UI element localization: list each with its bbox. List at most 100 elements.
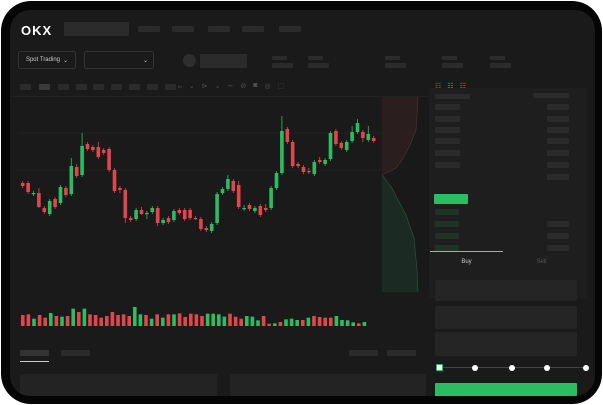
- ask-price[interactable]: [435, 104, 460, 110]
- ask-price[interactable]: [435, 150, 460, 156]
- chevron-down-icon[interactable]: ⌄: [214, 83, 221, 90]
- okx-logo[interactable]: OKX: [21, 23, 53, 38]
- chart-tools: ᵢₙ ⌄ ⊳ ⌄ ∼ ⊘ ◙ ◎ ⬚: [178, 82, 284, 90]
- timeframe-button[interactable]: [165, 84, 176, 90]
- timeframe-button[interactable]: [39, 84, 50, 90]
- candle-body: [296, 164, 300, 166]
- line-tool-icon[interactable]: ∼: [227, 83, 234, 90]
- fullscreen-icon[interactable]: ⬚: [277, 83, 285, 90]
- candle: [242, 205, 246, 211]
- depth-bids-area: [382, 175, 418, 292]
- candle-body: [150, 208, 155, 212]
- indicator-icon[interactable]: ᵢₙ: [178, 83, 182, 90]
- settings-icon[interactable]: ◎: [264, 83, 271, 90]
- slider-step[interactable]: [544, 364, 550, 371]
- filter-button[interactable]: [349, 350, 378, 356]
- nav-item[interactable]: [138, 26, 160, 32]
- sell-tab[interactable]: Sell: [536, 259, 547, 265]
- tab-open-orders[interactable]: [20, 350, 49, 356]
- bid-price[interactable]: [435, 221, 459, 227]
- candle-body: [247, 205, 252, 209]
- spot-trading-dropdown[interactable]: Spot Trading ⌄: [18, 51, 76, 69]
- chevron-down-icon: ⌄: [63, 57, 69, 64]
- candle-body: [339, 143, 344, 148]
- ruler-icon[interactable]: ⊘: [240, 83, 247, 90]
- volume-bar: [183, 317, 187, 326]
- slider-handle[interactable]: [436, 364, 443, 371]
- leverage-slider[interactable]: [436, 364, 589, 371]
- candle-body: [269, 188, 273, 208]
- candle: [366, 126, 371, 142]
- volume-bar: [357, 323, 361, 326]
- filter-button[interactable]: [387, 350, 416, 356]
- candle-body: [53, 199, 57, 207]
- timeframe-button[interactable]: [147, 84, 158, 90]
- bid-price[interactable]: [435, 233, 459, 239]
- buy-tab[interactable]: Buy: [461, 259, 472, 265]
- candle-body: [204, 228, 209, 230]
- timeframe-button[interactable]: [129, 84, 140, 90]
- timeframe-button[interactable]: [93, 84, 104, 90]
- candle: [134, 208, 138, 221]
- candle-body: [350, 132, 354, 141]
- ask-price[interactable]: [435, 116, 460, 122]
- timeframe-button[interactable]: [76, 84, 87, 90]
- nav-item[interactable]: [279, 26, 301, 32]
- slider-step[interactable]: [583, 364, 589, 371]
- volume-bar: [306, 317, 311, 326]
- nav-item[interactable]: [242, 26, 264, 32]
- volume-bar: [189, 313, 193, 326]
- camera-icon[interactable]: ◙: [253, 82, 258, 89]
- volume-bar: [340, 320, 344, 326]
- ask-amount: [547, 150, 569, 156]
- volume-bar: [256, 320, 260, 326]
- ask-price[interactable]: [435, 127, 460, 133]
- candlestick-chart[interactable]: [10, 10, 430, 340]
- last-price-badge[interactable]: [434, 194, 468, 204]
- stat-label: [272, 56, 287, 60]
- candle: [47, 199, 52, 216]
- ask-price[interactable]: [435, 138, 460, 144]
- bid-amount: [547, 221, 569, 227]
- candle-body: [231, 181, 236, 191]
- candle-body: [253, 208, 257, 211]
- nav-item[interactable]: [172, 26, 194, 32]
- candle-body: [226, 179, 230, 189]
- candle-body: [193, 218, 198, 220]
- volume-bar: [133, 307, 137, 326]
- amount-input[interactable]: [435, 306, 577, 329]
- pair-select[interactable]: ⌄: [84, 51, 154, 69]
- chevron-down-icon[interactable]: ⌄: [188, 83, 195, 90]
- timeframe-button[interactable]: [58, 84, 69, 90]
- timeframe-button[interactable]: [20, 84, 31, 90]
- ask-price[interactable]: [435, 162, 460, 168]
- buy-submit-button[interactable]: [435, 383, 577, 396]
- candle-body: [355, 123, 360, 132]
- orderbook-both-icon[interactable]: ☷: [435, 83, 442, 90]
- candle-body: [274, 173, 279, 188]
- bid-price[interactable]: [435, 245, 459, 251]
- slider-step[interactable]: [509, 364, 515, 371]
- volume-bar: [217, 314, 221, 326]
- candle-body: [58, 187, 63, 203]
- candle: [290, 140, 295, 168]
- candle: [31, 191, 36, 196]
- nav-item[interactable]: [208, 26, 230, 32]
- slider-step[interactable]: [472, 364, 478, 371]
- candle-body: [323, 160, 327, 164]
- candle: [312, 160, 317, 176]
- orderbook-bids-icon[interactable]: ☷: [447, 83, 454, 90]
- candle-body: [280, 131, 284, 173]
- candle: [128, 216, 133, 222]
- tab-order-history[interactable]: [61, 350, 90, 356]
- timeframe-button[interactable]: [111, 84, 122, 90]
- candle-body: [112, 170, 117, 191]
- price-input[interactable]: [435, 280, 577, 301]
- bid-price[interactable]: [435, 209, 459, 215]
- candle-body: [42, 208, 47, 212]
- orderbook-asks-icon[interactable]: ☷: [459, 83, 466, 90]
- draw-icon[interactable]: ⊳: [201, 83, 208, 90]
- total-input[interactable]: [435, 332, 577, 356]
- volume-bar: [351, 322, 355, 326]
- nav-search-placeholder[interactable]: [64, 22, 129, 36]
